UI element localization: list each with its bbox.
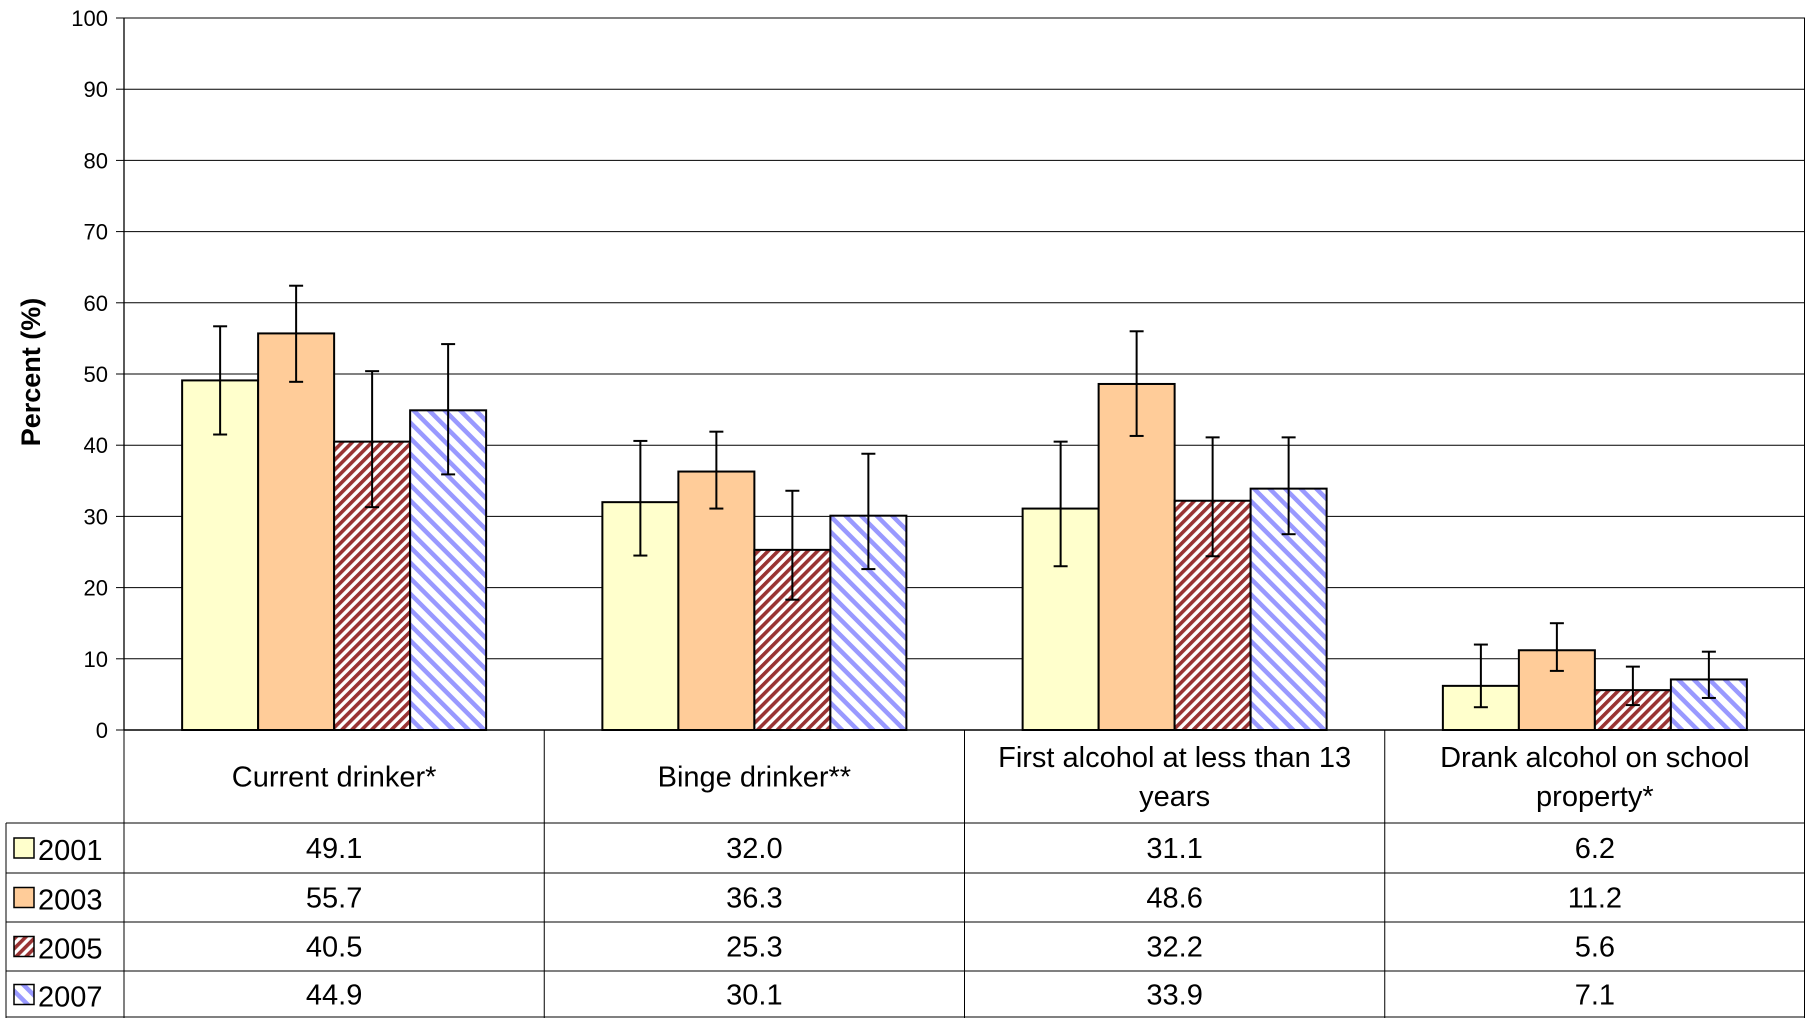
y-tick-label: 50: [84, 362, 108, 387]
data-label-2005-1: 40.5: [306, 932, 362, 964]
category-label: Drank alcohol on school: [1440, 742, 1750, 774]
legend-label-2005: 2005: [38, 934, 103, 966]
category-label: years: [1139, 781, 1210, 813]
bars: [124, 332, 1805, 732]
category-label: Current drinker*: [232, 762, 437, 794]
category-label: Binge drinker**: [658, 762, 851, 794]
legend-key-2005: [13, 935, 35, 958]
error-bar-2001-4: [1473, 643, 1488, 709]
y-axis-ticks: 0 10 20 30 40 50 60 70 80 90 100: [71, 6, 124, 743]
error-bar-2003-3: [1129, 330, 1144, 437]
category-label: property*: [1536, 781, 1654, 813]
y-tick-label: 60: [84, 291, 108, 316]
legend-label-2003: 2003: [38, 885, 103, 917]
y-axis-label: Percent (%): [16, 298, 46, 447]
data-label-2001-3: 31.1: [1146, 833, 1202, 865]
data-label-2003-1: 55.7: [306, 883, 362, 915]
data-label-2005-2: 25.3: [726, 932, 782, 964]
error-bar-2007-4: [1701, 650, 1716, 699]
error-bar-2005-1: [365, 370, 380, 509]
y-tick-label: 80: [84, 148, 108, 173]
data-label-2007-3: 33.9: [1146, 980, 1202, 1012]
error-bar-2007-2: [861, 452, 876, 571]
data-label-2007-4: 7.1: [1575, 980, 1615, 1012]
error-bar-2001-3: [1053, 440, 1068, 568]
data-label-2001-4: 6.2: [1575, 833, 1615, 865]
data-label-2001-2: 32.0: [726, 833, 782, 865]
legend-key-2007: [13, 983, 35, 1006]
legend-key-2003: [13, 886, 35, 909]
y-tick-label: 40: [84, 433, 108, 458]
data-table: Current drinker* Binge drinker** First alc…: [5, 729, 1805, 1018]
data-label-2001-1: 49.1: [306, 833, 362, 865]
y-tick-label: 10: [84, 647, 108, 672]
legend-label-2007: 2007: [38, 982, 103, 1014]
category-label: First alcohol at less than 13: [998, 742, 1351, 774]
error-bar-2007-1: [441, 343, 456, 476]
bar-2003-1: [257, 332, 336, 731]
data-label-2003-3: 48.6: [1146, 883, 1202, 915]
error-bar-2001-1: [213, 325, 228, 436]
error-bar-2003-2: [709, 430, 724, 510]
bar-2003-2: [677, 470, 756, 731]
error-bar-2001-2: [633, 439, 648, 557]
y-tick-label: 30: [84, 504, 108, 529]
data-label-2005-4: 5.6: [1575, 932, 1615, 964]
data-label-2007-1: 44.9: [306, 980, 362, 1012]
y-tick-label: 100: [71, 6, 108, 31]
error-bar-2005-4: [1625, 665, 1640, 707]
bar-2001-1: [181, 379, 260, 731]
data-label-2003-4: 11.2: [1568, 883, 1622, 915]
error-bar-2005-3: [1205, 436, 1220, 558]
data-label-2007-2: 30.1: [726, 980, 782, 1012]
y-tick-label: 90: [84, 77, 108, 102]
data-label-2005-3: 32.2: [1146, 932, 1202, 964]
y-tick-label: 0: [96, 718, 108, 743]
error-bar-2003-4: [1549, 622, 1564, 672]
error-bars: [213, 284, 1716, 709]
error-bar-2007-3: [1281, 436, 1296, 536]
error-bar-2003-1: [289, 284, 304, 383]
error-bar-2005-2: [785, 489, 800, 601]
y-tick-label: 70: [84, 220, 108, 245]
legend-key-2001: [13, 837, 35, 859]
bar-2003-3: [1097, 382, 1176, 731]
data-label-2003-2: 36.3: [726, 883, 782, 915]
legend-label-2001: 2001: [38, 835, 103, 867]
y-tick-label: 20: [84, 576, 108, 601]
